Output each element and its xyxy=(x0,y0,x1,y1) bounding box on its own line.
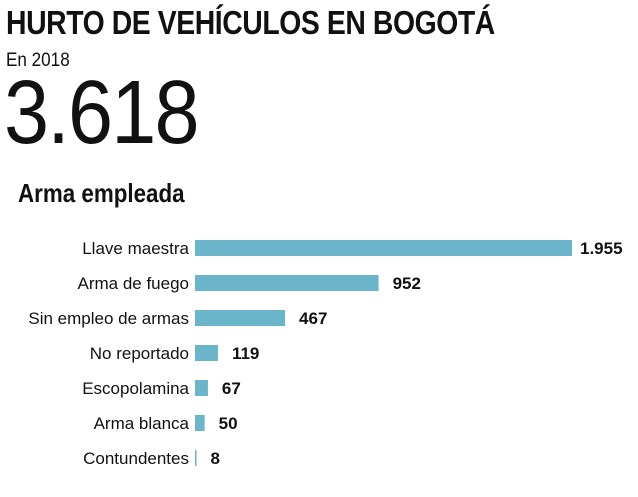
section-title: Arma empleada xyxy=(18,178,185,208)
category-label: Sin empleo de armas xyxy=(28,309,189,328)
category-label: Arma de fuego xyxy=(77,274,189,293)
value-label: 1.955 xyxy=(580,239,623,258)
category-label: Llave maestra xyxy=(82,239,189,258)
bar xyxy=(195,380,208,396)
chart-title: HURTO DE VEHÍCULOS EN BOGOTÁ xyxy=(6,4,495,41)
bar xyxy=(195,450,197,466)
total-thefts-number: 3.618 xyxy=(4,63,200,163)
value-label: 67 xyxy=(222,379,241,398)
chart-subtitle: En 2018 xyxy=(6,50,70,71)
value-label: 119 xyxy=(232,344,259,363)
bar xyxy=(195,310,286,326)
category-label: Arma blanca xyxy=(94,414,190,433)
bar xyxy=(195,415,205,431)
bar xyxy=(195,345,218,361)
bar xyxy=(195,240,572,256)
category-label: Escopolamina xyxy=(82,379,189,398)
category-label: No reportado xyxy=(90,344,189,363)
bar xyxy=(195,275,379,291)
value-label: 50 xyxy=(219,414,238,433)
category-label: Contundentes xyxy=(83,449,189,468)
value-label: 8 xyxy=(211,449,220,468)
value-label: 952 xyxy=(393,274,421,293)
value-label: 467 xyxy=(299,309,327,328)
